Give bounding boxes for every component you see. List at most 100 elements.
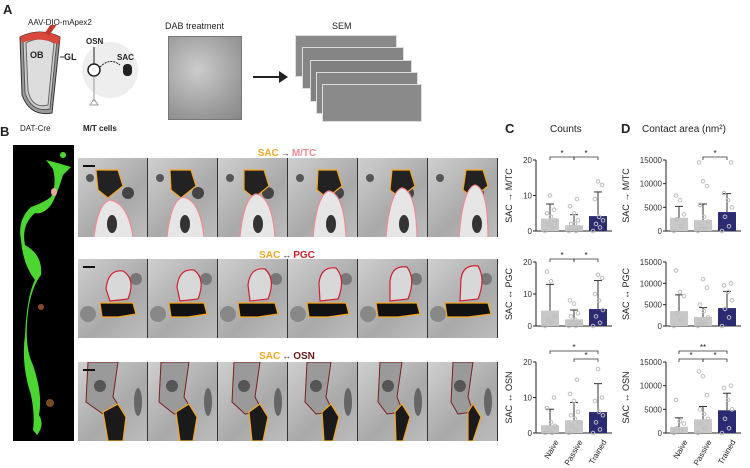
data-point <box>547 193 553 198</box>
y-tick-label: 20 <box>523 258 532 267</box>
data-point <box>542 323 548 329</box>
data-point <box>678 223 684 229</box>
bar-naive <box>670 217 688 231</box>
data-point <box>674 310 680 316</box>
virus-label: AAV-DIO-mApex2 <box>28 18 92 27</box>
data-point <box>595 179 601 184</box>
panel-label-a: A <box>3 2 13 17</box>
data-point <box>590 430 596 436</box>
data-point <box>700 276 706 282</box>
data-point <box>592 398 598 404</box>
data-point <box>719 430 725 436</box>
data-point <box>549 320 555 326</box>
data-point <box>552 423 558 429</box>
data-point <box>698 319 704 325</box>
x-tick-label: Trained <box>716 438 737 466</box>
data-point <box>573 228 579 234</box>
data-point <box>545 221 551 227</box>
postsynaptic-label: OSN <box>293 351 315 362</box>
data-point <box>572 416 578 422</box>
x-tick-label: Naive <box>672 438 690 461</box>
data-point <box>575 218 581 223</box>
data-point <box>728 281 734 286</box>
em-section-image <box>428 362 498 441</box>
data-point <box>721 283 727 288</box>
em-section-image <box>288 362 358 441</box>
data-point <box>700 179 706 184</box>
significance-label: * <box>572 343 575 352</box>
y-tick-label: 10000 <box>640 279 663 288</box>
em-section-image <box>78 158 148 237</box>
y-axis-label: SAC ↔ OSN <box>621 371 631 423</box>
presynaptic-label: SAC <box>259 250 281 261</box>
data-point <box>695 323 701 329</box>
presynaptic-label: SAC <box>259 351 281 362</box>
y-tick-label: 10000 <box>640 382 663 391</box>
data-point <box>701 308 707 314</box>
y-tick-label: 0 <box>658 227 663 236</box>
data-point <box>573 427 579 432</box>
data-point <box>568 412 574 418</box>
data-point <box>702 321 708 327</box>
data-point <box>673 397 679 403</box>
bar-passive <box>694 419 712 433</box>
y-tick-label: 5000 <box>644 203 662 212</box>
data-point <box>722 214 728 220</box>
sem-title: SEM <box>332 21 352 31</box>
data-point <box>726 223 732 229</box>
data-point <box>697 202 703 208</box>
mt-cells-label: M/T cells <box>83 124 117 133</box>
data-point <box>725 289 731 295</box>
y-tick-label: 0 <box>658 429 663 438</box>
postsynaptic-label: M/TC <box>291 148 317 159</box>
significance-bracket <box>573 156 599 160</box>
y-tick-label: 15000 <box>640 156 663 165</box>
y-tick-label: 10 <box>523 290 532 299</box>
contact-area-title: Contact area (nm²) <box>642 124 726 135</box>
data-point <box>544 210 550 216</box>
data-point <box>704 183 710 189</box>
data-point <box>544 405 550 411</box>
data-point <box>696 369 702 374</box>
data-point <box>548 420 554 425</box>
sem-slice <box>322 84 422 122</box>
y-tick-label: 0 <box>528 322 533 331</box>
data-point <box>590 323 596 329</box>
y-tick-label: 10 <box>523 394 532 403</box>
data-point <box>566 228 572 234</box>
y-axis-label: SAC → M/TC <box>621 168 631 223</box>
data-point <box>596 298 602 303</box>
y-tick-label: 5000 <box>644 301 662 310</box>
data-point <box>548 214 554 220</box>
data-point <box>721 190 727 196</box>
data-point <box>542 228 548 234</box>
dab-em-image <box>168 36 242 120</box>
data-point <box>705 219 711 224</box>
data-point <box>571 398 577 404</box>
data-point <box>702 226 708 231</box>
em-section-image <box>148 158 218 237</box>
data-point <box>729 298 735 303</box>
data-point <box>568 314 574 319</box>
dab-title: DAB treatment <box>165 21 225 31</box>
data-point <box>728 383 734 388</box>
em-section-image <box>358 259 428 338</box>
data-point <box>574 377 580 383</box>
data-point <box>704 285 710 290</box>
em-section-image <box>358 362 428 441</box>
data-point <box>671 228 677 234</box>
data-point <box>600 412 606 418</box>
panel-label-c: C <box>505 121 515 136</box>
data-point <box>705 315 711 320</box>
data-point <box>544 269 550 274</box>
y-tick-label: 10000 <box>640 180 663 189</box>
data-point <box>729 205 735 210</box>
data-point <box>678 317 684 322</box>
data-point <box>701 214 707 220</box>
data-point <box>576 225 582 230</box>
data-point <box>576 420 582 425</box>
data-point <box>704 392 710 398</box>
data-point <box>592 291 598 297</box>
